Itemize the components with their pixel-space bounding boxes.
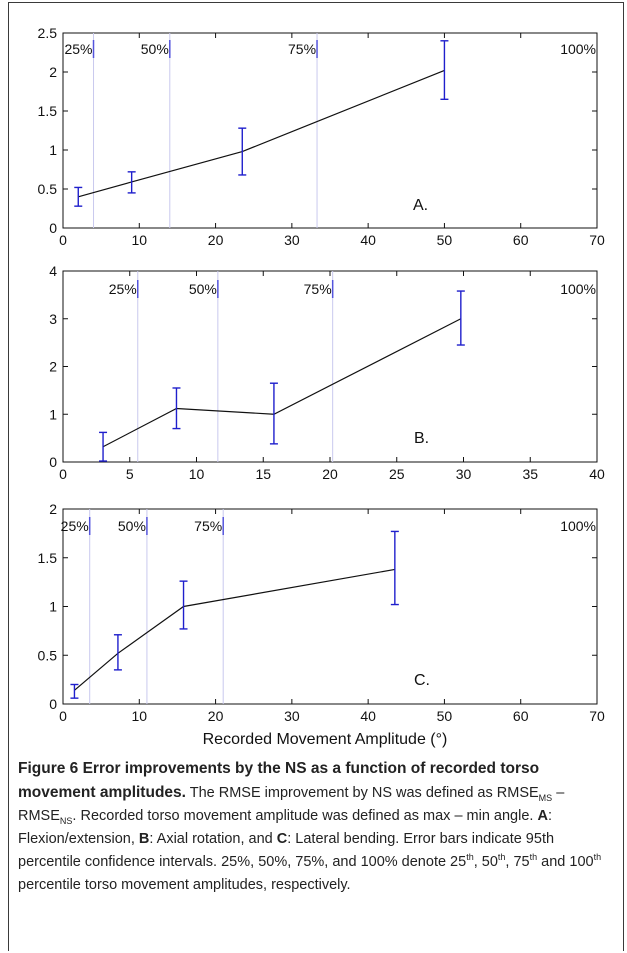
panel-a-y-tick-label: 2.5	[38, 25, 58, 41]
panel-a-series-line	[78, 69, 445, 198]
panel-a-percentile-label: 100%	[560, 41, 596, 57]
panel-b-percentile-label: 50%	[189, 281, 217, 297]
panel-b-label: B.	[414, 430, 429, 447]
panel-a-percentile-label: 25%	[64, 41, 92, 57]
panel-b-y-tick-label: 2	[49, 359, 57, 375]
figure-chart-svg: 25% 50% 75% 100%0 10 20 30 40 50 60 7000.511.522.5…	[38, 25, 605, 748]
panel-c-y-tick-label: 0	[49, 696, 57, 712]
panel-c-label: C.	[414, 672, 430, 689]
caption-text-8: , 75	[505, 854, 530, 870]
panel-c-y-tick-label: 1	[49, 599, 57, 615]
caption-text-10: percentile torso movement amplitudes, re…	[18, 877, 351, 893]
panel-a-x-tick-label: 10	[131, 232, 147, 248]
panel-b-x-tick-label: 30	[456, 466, 472, 482]
panel-b-x-tick-label: 0	[59, 466, 67, 482]
panel-c-x-tick-label: 30	[284, 708, 300, 724]
panel-c-x-tick-label: 10	[131, 708, 147, 724]
panel-b-y-tick-label: 1	[49, 406, 57, 422]
caption-bold-c: C	[276, 831, 288, 847]
panel-a-y-tick-label: 1.5	[38, 103, 58, 119]
panel-a-axes-box	[62, 32, 598, 229]
panel-c-y-tick-label: 2	[49, 501, 57, 517]
panel-c-x-tick-label: 50	[437, 708, 453, 724]
panel-b-percentile-label: 75%	[304, 281, 332, 297]
panel-a-y-tick-label: 1	[49, 142, 57, 158]
caption-text-4: : Flexion/extension,	[18, 808, 552, 847]
panel-b-y-tick-label: 4	[49, 263, 57, 279]
panel-c-x-tick-label: 60	[513, 708, 529, 724]
caption-text-1: The RMSE improvement by NS was defined a…	[185, 785, 539, 801]
panel-a-percentile-label: 75%	[288, 41, 316, 57]
caption-sub-ms: MS	[538, 792, 553, 803]
caption-sup-3: th	[529, 852, 538, 863]
panel-b-x-tick-label: 10	[189, 466, 205, 482]
caption-text-7: , 50	[473, 854, 498, 870]
panel-b-y-tick-label: 0	[49, 454, 57, 470]
panel-a-x-tick-label: 40	[360, 232, 376, 248]
panel-a-label: A.	[413, 197, 428, 214]
caption-bold-a: A	[537, 808, 548, 824]
panel-b-percentile-label: 25%	[109, 281, 137, 297]
caption-text-5: : Axial rotation, and	[149, 831, 277, 847]
panel-a-x-tick-label: 20	[208, 232, 224, 248]
panel-c-x-tick-label: 20	[208, 708, 224, 724]
panel-a-percentile-label: 50%	[141, 41, 169, 57]
caption-sup-4: th	[593, 852, 602, 863]
caption-sup-2: th	[497, 852, 506, 863]
panel-b-x-tick-label: 35	[522, 466, 538, 482]
panel-a-x-tick-label: 0	[59, 232, 67, 248]
panel-b-x-tick-label: 20	[322, 466, 338, 482]
panel-c-x-tick-label: 0	[59, 708, 67, 724]
panel-b-percentile-label: 100%	[560, 281, 596, 297]
panel-a-x-tick-label: 70	[589, 232, 605, 248]
x-axis-label: Recorded Movement Amplitude (°)	[203, 731, 448, 748]
panel-b-y-tick-label: 3	[49, 311, 57, 327]
panel-c-percentile-label: 50%	[118, 518, 146, 534]
panel-a-x-tick-label: 30	[284, 232, 300, 248]
caption-sup-1: th	[466, 852, 474, 863]
caption-text-3: . Recorded torso movement amplitude was …	[72, 808, 538, 824]
panel-c-percentile-label: 25%	[61, 518, 89, 534]
panel-c-axes-box	[62, 508, 598, 705]
caption-bold-b: B	[138, 831, 150, 847]
panel-b-x-tick-label: 40	[589, 466, 605, 482]
panel-a-y-tick-label: 0.5	[38, 181, 58, 197]
caption-sub-ns: NS	[59, 815, 73, 826]
panel-a-x-tick-label: 50	[437, 232, 453, 248]
panel-a-x-tick-label: 60	[513, 232, 529, 248]
panel-c-y-tick-label: 0.5	[38, 647, 58, 663]
panel-b-x-tick-label: 15	[255, 466, 271, 482]
caption-text-2: –RMSE	[18, 785, 565, 824]
figure-caption: Figure 6 Error improvements by the NS as…	[18, 757, 614, 897]
panel-b-series-line	[102, 318, 462, 448]
caption-text-9: and 100	[537, 854, 594, 870]
panel-b-x-tick-label: 25	[389, 466, 405, 482]
panel-c-percentile-label: 75%	[194, 518, 222, 534]
panel-c-percentile-label: 100%	[560, 518, 596, 534]
panel-b-x-tick-label: 5	[126, 466, 134, 482]
caption-title: Figure 6 Error improvements by the NS as…	[18, 760, 540, 801]
panel-b-axes-box	[62, 270, 598, 463]
panel-a-y-tick-label: 2	[49, 64, 57, 80]
panel-a-y-tick-label: 0	[49, 220, 57, 236]
caption-text-6: : Lateral bending. Error bars indicate 9…	[18, 831, 555, 870]
figure-frame	[8, 2, 624, 951]
panel-c-y-tick-label: 1.5	[38, 550, 58, 566]
panel-c-x-tick-label: 70	[589, 708, 605, 724]
panel-c-x-tick-label: 40	[360, 708, 376, 724]
panel-c-series-line	[74, 568, 395, 691]
